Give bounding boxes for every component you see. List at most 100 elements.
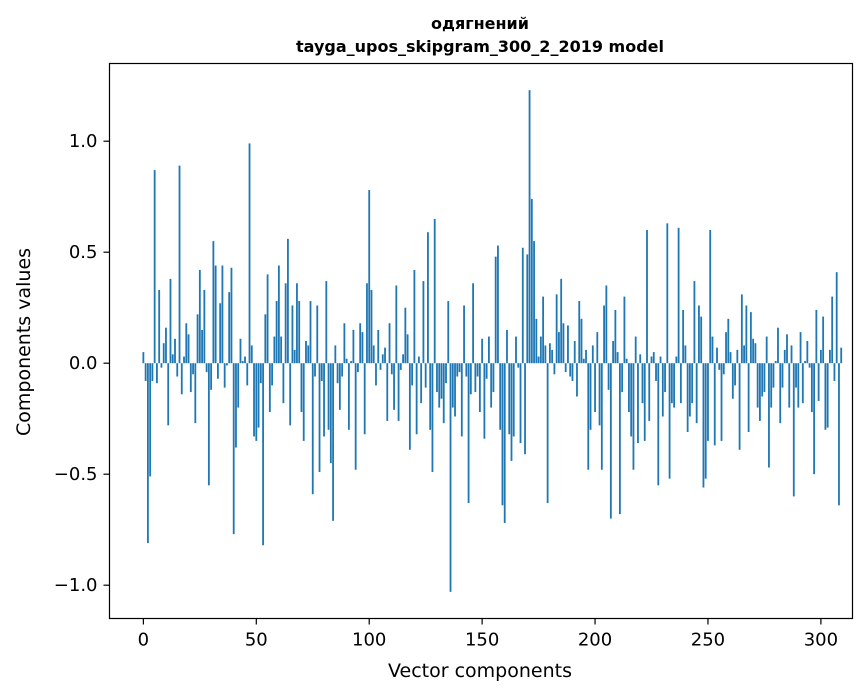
bar [765, 336, 768, 364]
bar [840, 347, 843, 364]
bar [553, 363, 556, 375]
bar [481, 338, 484, 364]
bar [259, 363, 262, 384]
bar [639, 354, 642, 364]
bar [212, 241, 215, 364]
bar [298, 301, 301, 364]
x-tick-label: 150 [465, 630, 499, 651]
bar [804, 360, 806, 364]
bar [273, 336, 276, 364]
bar [338, 363, 341, 410]
bar [449, 363, 452, 592]
bar [214, 265, 217, 364]
bar [302, 363, 305, 441]
bar [682, 309, 685, 364]
bar [795, 363, 797, 388]
bar [738, 363, 741, 450]
bar [472, 283, 474, 364]
bar [632, 363, 635, 470]
bar [176, 363, 179, 377]
bar [458, 363, 461, 373]
bar [436, 363, 438, 393]
bar [630, 363, 633, 437]
bar [813, 363, 816, 475]
bar [239, 338, 242, 364]
y-tick-label: 0.5 [69, 242, 98, 263]
bar [650, 356, 653, 364]
bar [517, 363, 520, 368]
bar [709, 230, 712, 364]
bar [815, 309, 818, 364]
bar [580, 318, 583, 364]
plot-frame [108, 62, 854, 620]
bar [790, 345, 793, 364]
bar [628, 363, 630, 413]
bar [607, 363, 610, 390]
bar [777, 327, 779, 364]
bar [605, 285, 608, 364]
bar [438, 363, 441, 408]
bar [289, 363, 292, 426]
y-tick-label: −1.0 [54, 575, 98, 596]
bar [788, 363, 791, 408]
bar [316, 305, 319, 364]
bar [293, 349, 296, 364]
bar [219, 303, 222, 364]
bar [693, 281, 696, 364]
bar [264, 314, 267, 364]
bar [817, 363, 820, 401]
bar [323, 363, 325, 437]
bar [162, 343, 165, 364]
chart-subtitle: tayga_upos_skipgram_300_2_2019 model [296, 37, 664, 56]
bar [740, 294, 743, 364]
bar [609, 363, 612, 519]
bar [533, 241, 535, 364]
bar [722, 363, 725, 375]
bar [366, 283, 368, 364]
bar [576, 363, 578, 397]
bar [643, 363, 646, 441]
bar [573, 341, 576, 364]
bar [558, 332, 560, 364]
bar [691, 363, 694, 404]
bar [668, 363, 671, 479]
bar [287, 238, 289, 364]
bar [189, 363, 192, 393]
bar [422, 281, 425, 364]
bar [670, 363, 673, 404]
bar [713, 363, 716, 446]
bar [223, 363, 226, 388]
bar [221, 265, 224, 364]
bar [327, 363, 330, 430]
bar [388, 323, 391, 364]
bar [501, 363, 504, 506]
bar [402, 354, 404, 364]
bar [406, 334, 409, 364]
bar [463, 305, 465, 364]
bar [345, 358, 348, 364]
bar [655, 363, 657, 381]
bar [548, 343, 551, 364]
bar [702, 363, 705, 488]
bar [688, 363, 691, 417]
bar [569, 363, 572, 377]
bar [544, 345, 547, 364]
bar [799, 332, 802, 364]
bar [196, 314, 199, 364]
bar [266, 274, 269, 364]
bar [591, 345, 594, 364]
bar [779, 363, 782, 424]
bar [810, 363, 813, 413]
bar [768, 363, 770, 468]
bar [144, 363, 147, 381]
bar [370, 289, 373, 364]
bar [560, 278, 563, 364]
bar [454, 363, 456, 417]
bar [375, 363, 377, 386]
bar [460, 363, 463, 437]
bar [598, 363, 601, 426]
bar [483, 363, 486, 439]
bar [379, 363, 382, 370]
bar [725, 332, 727, 364]
bar [587, 363, 590, 470]
